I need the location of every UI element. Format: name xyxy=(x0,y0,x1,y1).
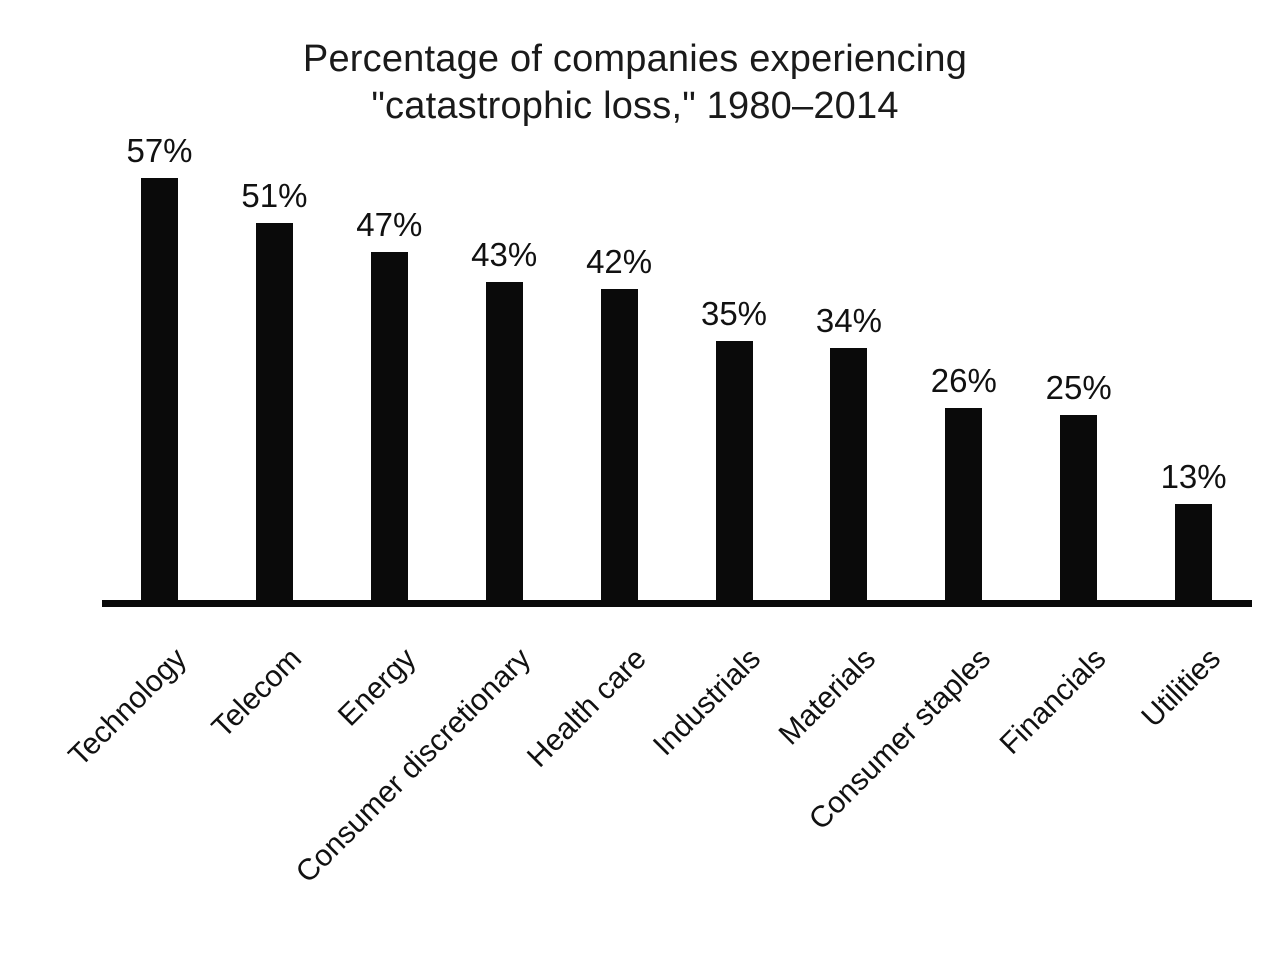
bar-financials xyxy=(1060,415,1098,603)
bar-consumer-staples xyxy=(945,407,983,603)
x-tick-label-financials: Financials xyxy=(993,642,1113,761)
value-label-utilities: 13% xyxy=(1160,457,1227,495)
value-label-materials: 34% xyxy=(815,302,882,340)
x-tick-label-materials: Materials xyxy=(772,642,883,752)
value-label-health-care: 42% xyxy=(586,243,653,281)
x-tick-label-utilities: Utilities xyxy=(1135,642,1227,734)
x-tick-label-technology: Technology xyxy=(62,642,193,773)
x-tick-label-energy: Energy xyxy=(332,642,423,733)
x-axis-line xyxy=(102,600,1252,607)
value-label-telecom: 51% xyxy=(241,176,308,214)
value-label-consumer-discretionary: 43% xyxy=(471,235,538,273)
value-label-consumer-staples: 26% xyxy=(930,361,997,399)
x-tick-label-industrials: Industrials xyxy=(647,642,768,763)
chart-title: Percentage of companies experiencing "ca… xyxy=(0,36,1270,130)
chart-title-line-2: "catastrophic loss," 1980–2014 xyxy=(371,85,899,127)
value-label-financials: 25% xyxy=(1045,369,1112,406)
chart-title-line-1: Percentage of companies experiencing xyxy=(302,38,968,80)
value-label-energy: 47% xyxy=(356,206,423,244)
bar-consumer-discretionary xyxy=(485,281,523,603)
value-label-industrials: 35% xyxy=(700,295,768,332)
bar-technology xyxy=(141,178,178,603)
bar-materials xyxy=(830,348,868,603)
bar-industrials xyxy=(715,341,753,603)
x-tick-label-telecom: Telecom xyxy=(205,642,308,745)
x-tick-label-health-care: Health care xyxy=(520,642,653,774)
value-label-technology: 57% xyxy=(126,132,193,170)
bar-energy xyxy=(370,252,408,603)
bar-health-care xyxy=(600,289,638,603)
bar-utilities xyxy=(1175,503,1213,603)
bar-telecom xyxy=(255,222,293,603)
x-tick-label-consumer-discretionary: Consumer discretionary xyxy=(290,642,538,890)
